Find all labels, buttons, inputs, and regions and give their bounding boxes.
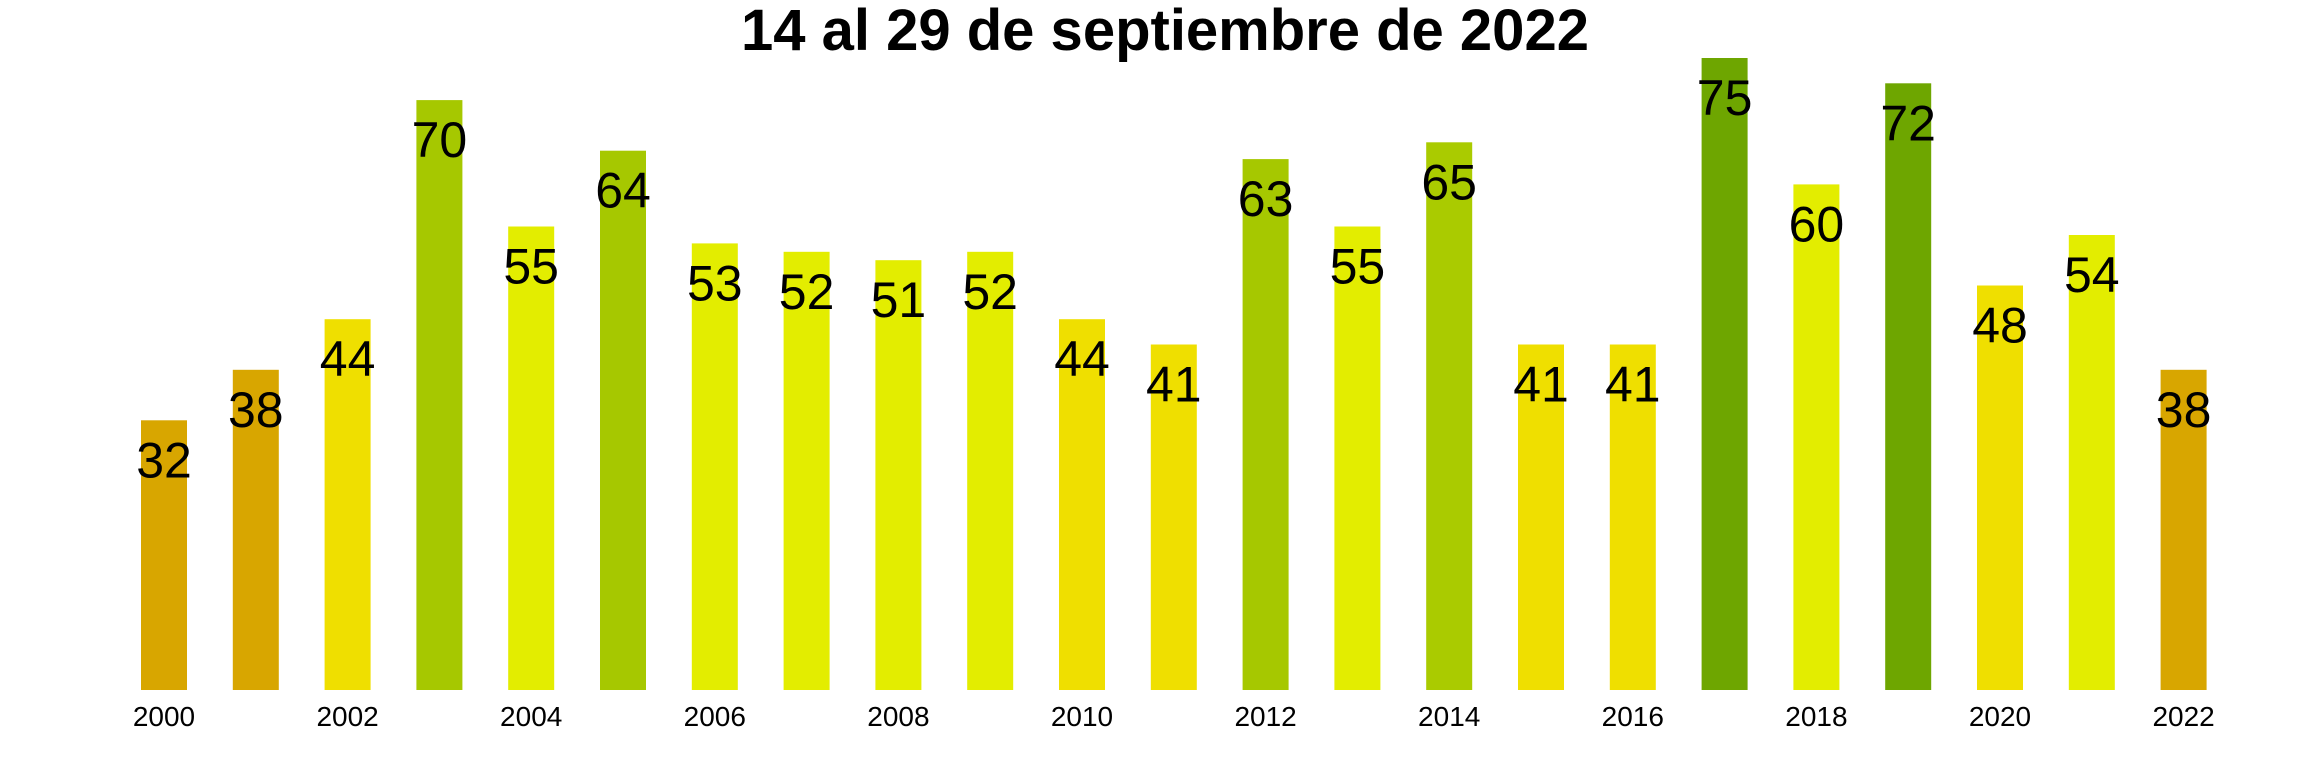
bar-2020 bbox=[1977, 285, 2023, 690]
value-label-2002: 44 bbox=[320, 331, 376, 387]
bar-2008 bbox=[875, 260, 922, 690]
bar-2016 bbox=[1609, 344, 1656, 690]
value-label-2003: 70 bbox=[412, 112, 468, 168]
bar-2015 bbox=[1518, 344, 1564, 690]
bar-2014 bbox=[1426, 142, 1473, 691]
x-tick-label-2016: 2016 bbox=[1602, 701, 1664, 732]
x-tick-label-2018: 2018 bbox=[1785, 701, 1847, 732]
x-tick-label-2006: 2006 bbox=[684, 701, 746, 732]
x-tick-label-2002: 2002 bbox=[316, 701, 378, 732]
value-label-2012: 63 bbox=[1238, 171, 1294, 227]
bar-2018 bbox=[1793, 184, 1840, 690]
value-label-2015: 41 bbox=[1513, 357, 1569, 413]
value-label-2009: 52 bbox=[962, 264, 1018, 320]
x-axis-tick-labels: 2000 2002 2004 2006 2008 2010 2012 2014 2016 2018… bbox=[133, 701, 2215, 732]
bar-2017 bbox=[1701, 58, 1748, 690]
x-tick-label-2012: 2012 bbox=[1234, 701, 1296, 732]
bar-2022 bbox=[2160, 369, 2207, 690]
bar-2006 bbox=[691, 243, 738, 690]
bar-2013 bbox=[1334, 226, 1381, 690]
bar-2001 bbox=[232, 369, 279, 690]
bar-2005 bbox=[600, 150, 646, 690]
bar-2011 bbox=[1150, 344, 1197, 690]
value-label-2000: 32 bbox=[136, 432, 192, 488]
x-tick-label-2010: 2010 bbox=[1051, 701, 1113, 732]
x-tick-label-2008: 2008 bbox=[867, 701, 929, 732]
bar-2002 bbox=[324, 319, 371, 690]
x-tick-label-2004: 2004 bbox=[500, 701, 562, 732]
bar-2012 bbox=[1242, 159, 1289, 691]
x-tick-label-2022: 2022 bbox=[2152, 701, 2214, 732]
bar-2019 bbox=[1885, 83, 1932, 691]
value-label-2008: 51 bbox=[871, 272, 927, 328]
bar-2009 bbox=[967, 251, 1014, 691]
value-label-2022: 38 bbox=[2156, 382, 2212, 438]
value-label-2018: 60 bbox=[1789, 196, 1845, 252]
value-label-2006: 53 bbox=[687, 255, 743, 311]
value-label-2004: 55 bbox=[503, 239, 559, 295]
value-labels-group: 32 38 44 70 55 64 53 52 51 52 44 41 63 55 65 41 41 75 60 72… bbox=[136, 70, 2211, 488]
bar-2010 bbox=[1059, 319, 1105, 690]
bar-2021 bbox=[2068, 235, 2115, 690]
x-tick-label-2020: 2020 bbox=[1969, 701, 2031, 732]
value-label-2007: 52 bbox=[779, 264, 835, 320]
value-label-2001: 38 bbox=[228, 382, 284, 438]
value-label-2013: 55 bbox=[1330, 239, 1386, 295]
x-tick-label-2014: 2014 bbox=[1418, 701, 1480, 732]
value-label-2019: 72 bbox=[1880, 95, 1936, 151]
value-label-2021: 54 bbox=[2064, 247, 2120, 303]
value-label-2020: 48 bbox=[1972, 298, 2028, 354]
bar-2007 bbox=[783, 251, 830, 691]
bar-2000 bbox=[141, 420, 187, 690]
chart-title: 14 al 29 de septiembre de 2022 bbox=[741, 0, 1589, 63]
bars-group bbox=[141, 58, 2207, 691]
value-label-2016: 41 bbox=[1605, 357, 1661, 413]
value-label-2014: 65 bbox=[1421, 154, 1477, 210]
value-label-2010: 44 bbox=[1054, 331, 1110, 387]
bar-2004 bbox=[508, 226, 555, 690]
x-tick-label-2000: 2000 bbox=[133, 701, 195, 732]
value-label-2005: 64 bbox=[595, 163, 651, 219]
value-label-2017: 75 bbox=[1697, 70, 1753, 126]
bar-2003 bbox=[416, 100, 463, 691]
value-label-2011: 41 bbox=[1146, 357, 1202, 413]
